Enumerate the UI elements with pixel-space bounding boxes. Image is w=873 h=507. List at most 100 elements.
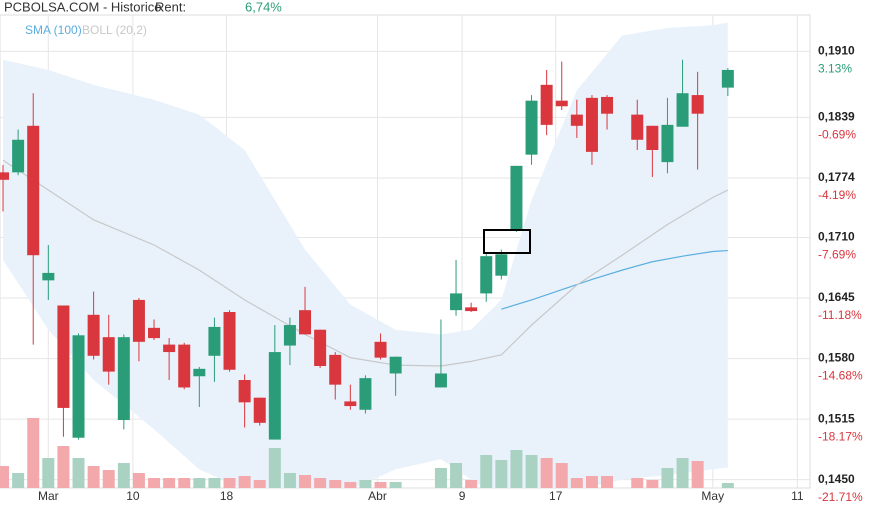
candle-body — [163, 344, 176, 353]
candle-body — [132, 299, 145, 342]
axes: 0,1910 3.13% 0,1839 -0.69% 0,1774 -4.19% 0,171… — [25, 23, 863, 504]
y-tick-label: 0,1580 — [818, 351, 855, 365]
candle-body — [465, 307, 478, 312]
y-tick-change: -4.19% — [818, 188, 856, 202]
candle-body — [510, 165, 523, 231]
volume-bar — [268, 448, 281, 488]
candle-body — [253, 397, 266, 423]
volume-bar — [72, 458, 85, 488]
volume-bar — [117, 463, 130, 488]
y-tick-label: 0,1645 — [818, 290, 855, 304]
candle-body — [676, 93, 689, 127]
y-tick-label: 0,1515 — [818, 411, 855, 425]
candle-body — [631, 114, 644, 140]
candle-body — [208, 326, 221, 356]
y-tick-change: -14.68% — [818, 369, 863, 383]
x-tick-label: 10 — [126, 489, 140, 503]
candle-body — [148, 327, 161, 339]
volume-bar — [0, 466, 10, 488]
volume-bar — [163, 478, 176, 488]
volume-bar — [661, 468, 674, 488]
volume-bar — [465, 480, 478, 488]
volume-bar — [87, 466, 100, 488]
indicator-line — [2, 159, 729, 367]
candle-body — [480, 256, 493, 294]
candle-body — [555, 100, 568, 107]
candle-body — [12, 139, 25, 173]
candle-body — [540, 84, 553, 125]
candle-body — [570, 114, 583, 126]
volume-bar — [495, 460, 508, 488]
volume-bar — [102, 470, 115, 488]
candle-body — [314, 329, 327, 367]
candle-body — [585, 97, 598, 152]
x-tick-label: 17 — [549, 489, 563, 503]
candle-body — [57, 305, 70, 408]
return-label: Rent: — [155, 0, 186, 14]
volume-bar — [42, 458, 55, 488]
candle-body — [359, 378, 372, 410]
x-tick-label: Abr — [368, 489, 387, 503]
volume-bar — [253, 480, 266, 488]
x-tick-label: Mar — [38, 489, 59, 503]
candle-body — [283, 325, 296, 346]
volume-bar — [329, 480, 342, 488]
candle-body — [299, 310, 312, 335]
candle-body — [646, 125, 659, 151]
y-tick-label: 0,1910 — [818, 43, 855, 57]
y-tick-change: -21.71% — [818, 490, 863, 504]
y-tick-label: 0,1450 — [818, 472, 855, 486]
volume-bar — [540, 458, 553, 488]
volume-bar — [57, 446, 70, 488]
candle-body — [434, 373, 447, 388]
x-tick-label: 9 — [459, 489, 466, 503]
volume-bar — [525, 455, 538, 488]
volume-bar — [450, 463, 463, 488]
candle-body — [601, 96, 614, 114]
y-tick-change: -7.69% — [818, 248, 856, 262]
volume-bar — [238, 476, 251, 488]
candle-body — [87, 314, 100, 356]
volume-bar — [193, 478, 206, 488]
chart-title: PCBOLSA.COM - Historico — [4, 0, 161, 14]
legend-label: SMA (100) — [25, 23, 82, 37]
volume-bar — [570, 478, 583, 488]
candle-body — [450, 293, 463, 311]
volume-bar — [132, 473, 145, 488]
volume-bar — [148, 478, 161, 488]
y-tick-label: 0,1710 — [818, 230, 855, 244]
volume-bar — [601, 476, 614, 488]
volume-bar — [208, 478, 221, 488]
candle-body — [0, 172, 10, 180]
y-tick-change: 3.13% — [818, 61, 852, 75]
candle-body — [178, 344, 191, 388]
candle-body — [268, 352, 281, 440]
candle-body — [329, 354, 342, 385]
candle-body — [721, 69, 734, 88]
volume-bar — [27, 418, 40, 488]
volume-bar — [646, 480, 659, 488]
volume-bar — [344, 482, 357, 488]
y-tick-label: 0,1839 — [818, 110, 855, 124]
volume-bar — [178, 478, 191, 488]
y-tick-label: 0,1774 — [818, 170, 855, 184]
candle-body — [102, 337, 115, 372]
candle-body — [661, 124, 674, 163]
candle-body — [525, 100, 538, 155]
volume-bar — [585, 476, 598, 488]
volume-bar — [299, 475, 312, 488]
volume-bar — [12, 473, 25, 488]
volume-bar — [480, 455, 493, 488]
y-tick-change: -18.17% — [818, 429, 863, 443]
candle-body — [27, 125, 40, 256]
candle-body — [193, 368, 206, 377]
volume-bar — [510, 450, 523, 488]
candle-body — [238, 379, 251, 403]
volume-bar — [434, 468, 447, 488]
candle-body — [344, 401, 357, 407]
candle-body — [374, 341, 387, 358]
x-tick-label: 11 — [791, 489, 804, 503]
return-value: 6,74% — [245, 0, 282, 14]
volume-bar — [676, 458, 689, 488]
